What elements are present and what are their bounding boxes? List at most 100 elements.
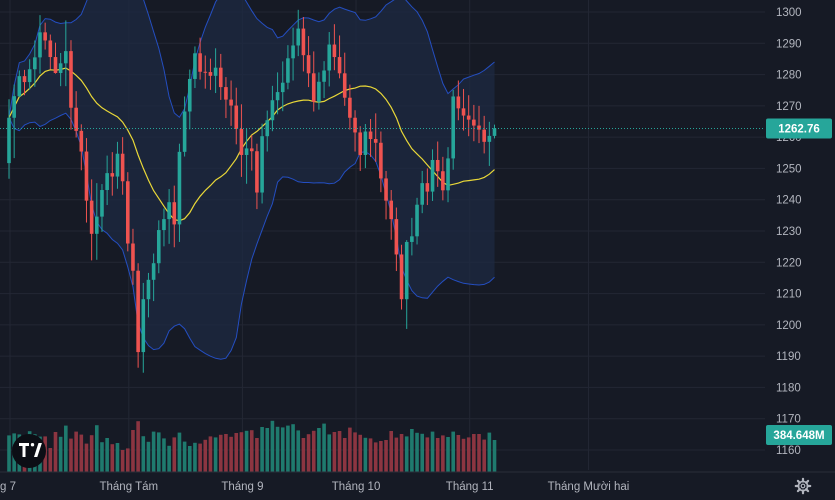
candle-body[interactable]: [12, 96, 16, 118]
candle-body[interactable]: [53, 57, 58, 74]
candle-body[interactable]: [131, 243, 135, 271]
candle-body[interactable]: [430, 159, 435, 192]
candle-body[interactable]: [373, 139, 378, 143]
candle-body[interactable]: [229, 99, 233, 106]
candle-body[interactable]: [286, 58, 290, 83]
candlesticks[interactable]: [7, 9, 497, 373]
candle-body[interactable]: [394, 219, 399, 255]
candle-body[interactable]: [477, 125, 481, 130]
candle-body[interactable]: [472, 119, 476, 126]
candle-body[interactable]: [487, 135, 492, 142]
candle-body[interactable]: [125, 181, 130, 244]
candle-body[interactable]: [322, 70, 326, 82]
candle-body[interactable]: [239, 129, 244, 155]
candle-body[interactable]: [110, 173, 115, 177]
candle-body[interactable]: [146, 279, 151, 300]
candle-body[interactable]: [260, 136, 264, 193]
candle-body[interactable]: [311, 73, 316, 102]
candle-body[interactable]: [425, 183, 430, 192]
candle-body[interactable]: [441, 171, 445, 191]
candle-body[interactable]: [172, 202, 177, 225]
candle-body[interactable]: [461, 108, 466, 116]
candle-body[interactable]: [58, 63, 63, 74]
candle-body[interactable]: [415, 204, 419, 237]
candle-body[interactable]: [95, 216, 99, 234]
candle-body[interactable]: [151, 263, 156, 280]
candle-body[interactable]: [492, 128, 497, 136]
candle-body[interactable]: [156, 230, 161, 264]
time-axis[interactable]: g 7 Tháng Tám Tháng 9 Tháng 10 Tháng 11 Tháng…: [0, 471, 835, 493]
candle-body[interactable]: [74, 107, 78, 131]
candle-body[interactable]: [399, 254, 404, 300]
candle-body[interactable]: [280, 82, 285, 93]
candle-body[interactable]: [105, 173, 109, 191]
tradingview-logo-icon[interactable]: [12, 434, 46, 468]
candle-body[interactable]: [120, 153, 125, 182]
candle-body[interactable]: [234, 105, 239, 130]
candle-body[interactable]: [22, 76, 27, 83]
candle-body[interactable]: [43, 32, 47, 41]
candle-body[interactable]: [404, 241, 409, 300]
candle-body[interactable]: [208, 72, 213, 76]
candle-body[interactable]: [389, 200, 394, 220]
candle-body[interactable]: [358, 132, 363, 155]
candle-body[interactable]: [466, 115, 471, 120]
candle-body[interactable]: [291, 45, 295, 59]
candle-body[interactable]: [255, 151, 259, 193]
candle-body[interactable]: [162, 219, 166, 231]
candle-body[interactable]: [420, 183, 424, 205]
candle-body[interactable]: [177, 151, 182, 225]
candle-body[interactable]: [456, 96, 461, 109]
candle-body[interactable]: [167, 202, 171, 220]
candle-body[interactable]: [182, 111, 187, 152]
candle-body[interactable]: [17, 76, 22, 97]
candle-body[interactable]: [482, 129, 486, 142]
candle-body[interactable]: [244, 148, 249, 155]
candle-body[interactable]: [249, 148, 254, 152]
candle-body[interactable]: [84, 151, 89, 201]
candle-body[interactable]: [435, 159, 440, 172]
candle-body[interactable]: [296, 28, 301, 46]
candle-body[interactable]: [33, 57, 37, 70]
candle-body[interactable]: [379, 142, 383, 179]
candle-body[interactable]: [69, 51, 73, 108]
candle-body[interactable]: [446, 158, 450, 191]
candle-body[interactable]: [7, 117, 11, 164]
candle-body[interactable]: [38, 32, 42, 58]
candle-body[interactable]: [79, 130, 84, 152]
candle-body[interactable]: [301, 28, 306, 56]
candle-body[interactable]: [187, 78, 192, 112]
candle-body[interactable]: [332, 44, 337, 58]
candle-body[interactable]: [353, 117, 357, 133]
candle-body[interactable]: [213, 67, 218, 76]
candle-body[interactable]: [100, 190, 104, 217]
candle-body[interactable]: [270, 100, 275, 121]
candle-body[interactable]: [89, 200, 94, 234]
candle-body[interactable]: [337, 57, 342, 74]
candle-body[interactable]: [136, 270, 140, 353]
candle-body[interactable]: [115, 153, 120, 177]
candle-body[interactable]: [363, 131, 368, 155]
candle-body[interactable]: [327, 44, 332, 71]
candle-body[interactable]: [27, 69, 32, 83]
settings-gear-icon[interactable]: [794, 477, 812, 495]
candle-body[interactable]: [451, 96, 455, 159]
candle-body[interactable]: [384, 178, 388, 201]
candle-body[interactable]: [64, 51, 68, 64]
candle-body[interactable]: [368, 131, 373, 140]
candle-body[interactable]: [306, 55, 311, 74]
candle-body[interactable]: [317, 81, 321, 102]
candle-body[interactable]: [198, 53, 202, 72]
candle-body[interactable]: [218, 67, 223, 88]
candle-body[interactable]: [193, 53, 197, 79]
price-axis[interactable]: 1160 1170 1180 1190 1200 1210 1220 1230 1240 1250…: [776, 7, 802, 457]
candle-body[interactable]: [410, 236, 414, 242]
candle-body[interactable]: [348, 97, 352, 118]
candle-body[interactable]: [141, 299, 146, 353]
candle-body[interactable]: [224, 87, 228, 100]
candle-body[interactable]: [275, 92, 280, 101]
candle-body[interactable]: [48, 40, 53, 58]
candle-body[interactable]: [203, 71, 208, 73]
